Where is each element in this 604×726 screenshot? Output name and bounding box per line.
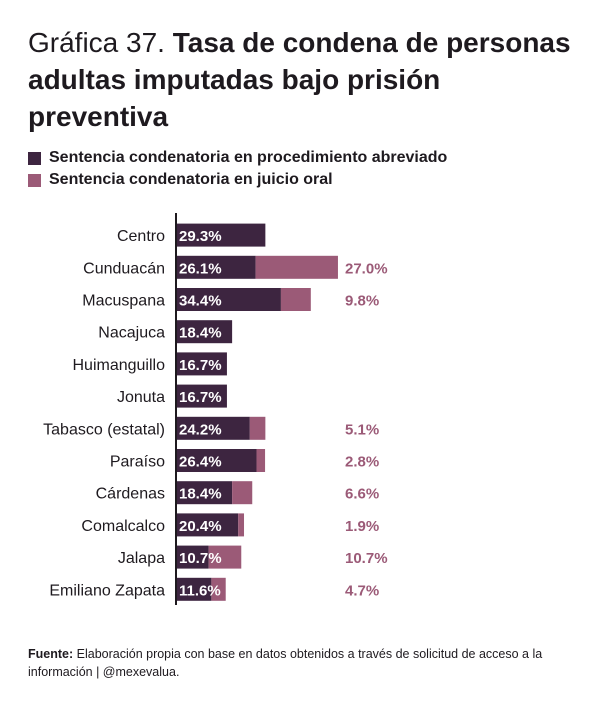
bar-abreviado-macuspana	[176, 288, 281, 311]
data-label-abreviado-jonuta: 16.7%	[179, 389, 222, 406]
bar-abreviado-centro	[176, 223, 266, 247]
data-label-juicio-oral-jalapa: 10.7%	[345, 550, 388, 567]
bar-abreviado-jonuta	[176, 384, 227, 408]
data-label-abreviado-nacajuca: 18.4%	[179, 325, 222, 342]
data-label-juicio-oral-emiliano-zapata: 4.7%	[345, 582, 379, 599]
bar-juicio-oral-cunduacan	[255, 255, 338, 279]
bar-abreviado-cunduacan	[176, 255, 256, 279]
category-label-paraiso: Paraíso	[110, 454, 165, 471]
legend-swatch-abreviado	[28, 151, 41, 165]
data-label-juicio-oral-tabasco-estatal: 5.1%	[345, 421, 379, 438]
source-note: Fuente: Elaboración propia con base en d…	[28, 645, 578, 681]
data-label-juicio-oral-paraiso: 2.8%	[345, 454, 379, 471]
bar-juicio-oral-macuspana	[280, 288, 311, 311]
chart-title-text: Tasa de condena de personas adultas impu…	[28, 27, 571, 132]
bar-juicio-oral-tabasco-estatal	[249, 416, 266, 440]
legend-swatch-juicio-oral	[28, 173, 41, 187]
bar-juicio-oral-comalcalco	[238, 513, 245, 537]
bar-abreviado-huimanguillo	[176, 352, 227, 376]
data-label-abreviado-centro: 29.3%	[179, 228, 222, 245]
legend-item-juicio-oral: Sentencia condenatoria en juicio oral	[28, 169, 447, 191]
legend: Sentencia condenatoria en procedimiento …	[28, 147, 447, 191]
data-label-juicio-oral-cunduacan: 27.0%	[345, 260, 388, 277]
bar-juicio-oral-emiliano-zapata	[211, 577, 226, 601]
bar-abreviado-cardenas	[176, 481, 233, 505]
data-label-abreviado-emiliano-zapata: 11.6%	[179, 582, 221, 599]
data-label-abreviado-cardenas: 18.4%	[179, 486, 222, 503]
category-label-huimanguillo: Huimanguillo	[73, 357, 166, 374]
legend-label-juicio-oral: Sentencia condenatoria en juicio oral	[49, 171, 333, 188]
bar-abreviado-paraiso	[176, 449, 257, 472]
category-label-comalcalco: Comalcalco	[81, 518, 165, 535]
category-label-cardenas: Cárdenas	[96, 486, 165, 503]
bar-juicio-oral-jalapa	[208, 545, 242, 569]
data-label-juicio-oral-macuspana: 9.8%	[345, 293, 379, 310]
bar-abreviado-comalcalco	[176, 513, 239, 537]
bar-abreviado-tabasco-estatal	[176, 416, 250, 440]
category-label-jonuta: Jonuta	[117, 389, 165, 406]
category-label-emiliano-zapata: Emiliano Zapata	[49, 582, 165, 599]
data-label-juicio-oral-comalcalco: 1.9%	[345, 518, 379, 535]
bar-juicio-oral-cardenas	[232, 481, 253, 505]
data-label-abreviado-jalapa: 10.7%	[179, 550, 222, 567]
bar-abreviado-nacajuca	[176, 320, 233, 344]
data-label-abreviado-macuspana: 34.4%	[179, 293, 222, 310]
chart-number: Gráfica 37.	[28, 27, 165, 58]
data-label-abreviado-paraiso: 26.4%	[179, 454, 222, 471]
data-label-abreviado-tabasco-estatal: 24.2%	[179, 421, 222, 438]
category-label-tabasco-estatal: Tabasco (estatal)	[43, 421, 165, 438]
data-label-juicio-oral-cardenas: 6.6%	[345, 486, 379, 503]
legend-label-abreviado: Sentencia condenatoria en procedimiento …	[49, 149, 448, 166]
category-label-nacajuca: Nacajuca	[98, 325, 165, 342]
source-label: Fuente:	[28, 647, 74, 661]
category-label-jalapa: Jalapa	[118, 550, 165, 567]
source-text: Elaboración propia con base en datos obt…	[28, 647, 543, 679]
bar-abreviado-jalapa	[176, 545, 209, 569]
data-label-abreviado-cunduacan: 26.1%	[179, 260, 222, 277]
data-label-abreviado-comalcalco: 20.4%	[179, 518, 222, 535]
bar-juicio-oral-paraiso	[256, 449, 266, 472]
chart-title: Gráfica 37. Tasa de condena de personas …	[28, 24, 588, 135]
data-label-abreviado-huimanguillo: 16.7%	[179, 357, 222, 374]
bar-chart: Centro 29.3% Cunduacán 27.0% 26.1% Macuspana 9…	[43, 213, 388, 605]
legend-item-abreviado: Sentencia condenatoria en procedimiento …	[28, 147, 447, 169]
category-label-macuspana: Macuspana	[82, 293, 165, 310]
category-label-cunduacan: Cunduacán	[83, 260, 165, 277]
category-label-centro: Centro	[117, 228, 165, 245]
bar-abreviado-emiliano-zapata	[176, 577, 212, 601]
